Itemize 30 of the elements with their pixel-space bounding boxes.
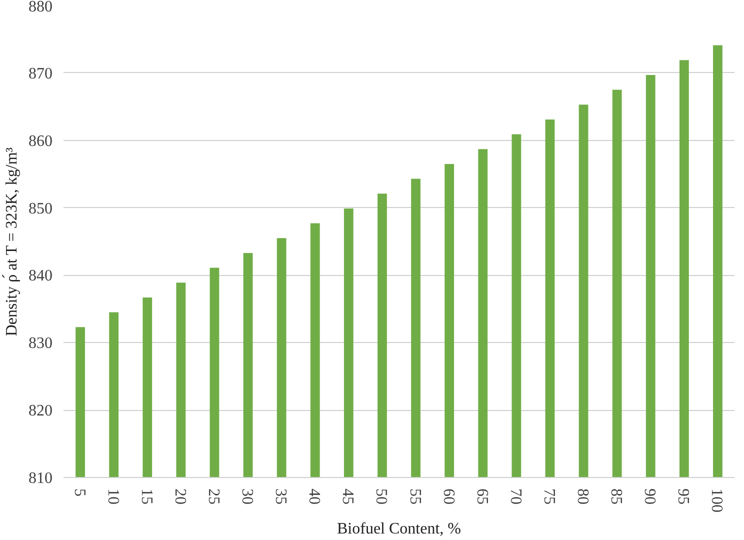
- x-tick-label: 30: [238, 488, 256, 504]
- x-tick-label: 55: [406, 488, 424, 504]
- x-tick-label: 80: [574, 488, 592, 504]
- y-tick-label: 840: [28, 268, 52, 285]
- x-tick-label: 40: [306, 488, 323, 504]
- x-tick-label: 85: [608, 488, 625, 504]
- x-tick-label: 15: [138, 488, 155, 504]
- y-tick-label: 810: [28, 470, 52, 487]
- x-tick-label: 65: [473, 488, 490, 504]
- x-tick-label: 90: [641, 488, 658, 504]
- y-tick-label: 860: [28, 132, 52, 150]
- x-tick-label: 35: [272, 488, 290, 504]
- x-tick-label: 20: [171, 488, 188, 504]
- y-tick-label: 880: [28, 0, 52, 16]
- y-tick-label: 870: [28, 65, 52, 82]
- y-tick-label: 830: [28, 335, 52, 352]
- x-tick-label: 5: [70, 488, 88, 496]
- x-tick-label: 45: [339, 488, 356, 504]
- x-tick-label: 95: [674, 488, 692, 504]
- x-axis-title: Biofuel Content, %: [337, 520, 461, 538]
- y-tick-label: 820: [28, 402, 52, 420]
- x-tick-label: 75: [540, 488, 558, 504]
- x-tick-label: 60: [440, 488, 457, 504]
- x-tick-label: 10: [104, 488, 122, 504]
- x-tick-label: 50: [372, 488, 390, 504]
- x-tick-label: 100: [708, 488, 726, 512]
- y-tick-label: 850: [28, 200, 52, 218]
- x-tick-label: 70: [506, 488, 524, 504]
- x-tick-label: 25: [204, 488, 222, 504]
- y-axis-title: Density ρ́ at T = 323K, kg/m³: [2, 147, 20, 336]
